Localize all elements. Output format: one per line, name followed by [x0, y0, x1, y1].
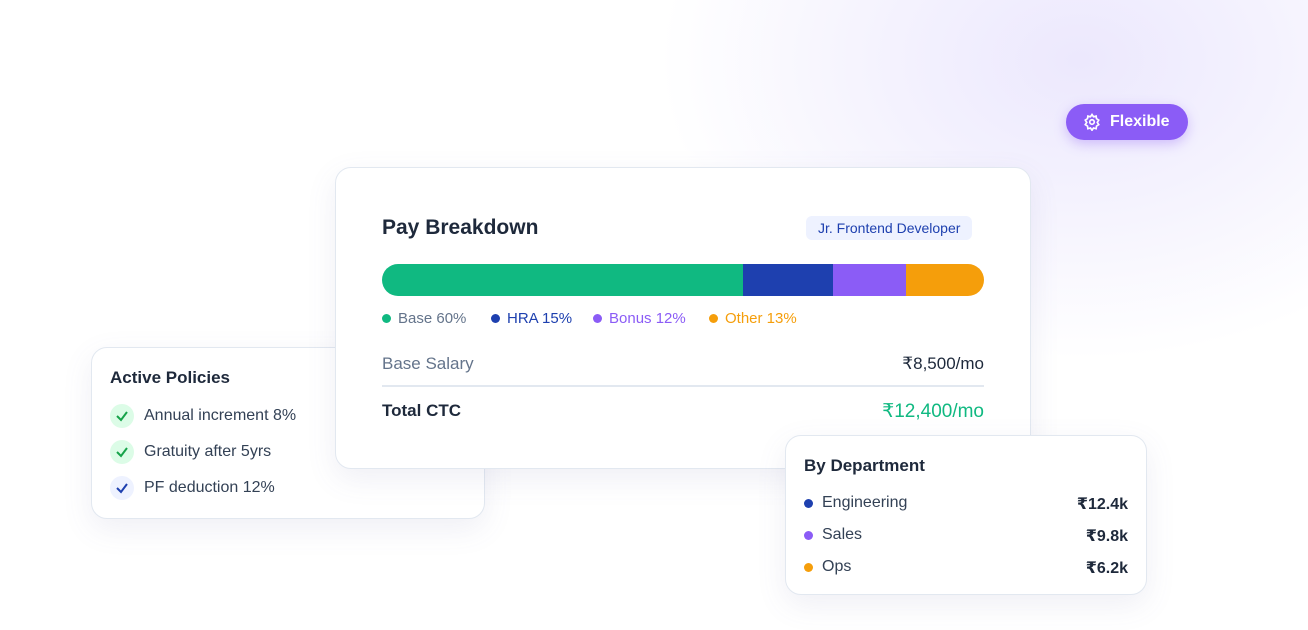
legend-label: Base 60%: [398, 310, 467, 327]
row-value: ₹8,500/mo: [902, 354, 984, 373]
legend-dot: [709, 314, 718, 323]
bar-segment: [382, 264, 744, 296]
department-card: By Department Engineering ₹12.4k Sales ₹9.8…: [785, 435, 1147, 595]
department-dot: [804, 563, 813, 572]
department-title: By Department: [804, 456, 925, 475]
divider: [382, 385, 984, 387]
department-amount: ₹12.4k: [1076, 496, 1128, 513]
gear-icon: [1084, 113, 1100, 131]
stacked-bar: [382, 264, 984, 296]
flexible-badge[interactable]: Flexible: [1066, 104, 1188, 140]
bar-segment: [833, 264, 906, 296]
bar-segment: [905, 264, 984, 296]
check-icon: [110, 404, 134, 428]
legend-item: Bonus 12%: [593, 310, 686, 327]
legend-item: Other 13%: [709, 310, 797, 327]
pay-title: Pay Breakdown: [382, 216, 539, 239]
department-name: Ops: [822, 558, 852, 575]
pay-card: Pay Breakdown Jr. Frontend Developer Bas…: [335, 167, 1031, 469]
legend-label: Bonus 12%: [609, 310, 686, 327]
policy-item: Annual increment 8%: [144, 407, 297, 424]
policies-title: Active Policies: [110, 368, 231, 387]
legend-dot: [593, 314, 602, 323]
row-label: Total CTC: [382, 401, 462, 420]
check-icon: [110, 440, 134, 464]
check-icon: [110, 476, 134, 500]
badge-text: Flexible: [1110, 113, 1170, 130]
legend-item: Base 60%: [382, 310, 466, 327]
legend-dot: [382, 314, 391, 323]
row-value: ₹12,400/mo: [882, 401, 984, 422]
legend-label: HRA 15%: [507, 310, 573, 327]
role-tag: Jr. Frontend Developer: [806, 216, 973, 240]
department-name: Engineering: [822, 494, 908, 511]
department-dot: [804, 531, 813, 540]
department-amount: ₹6.2k: [1085, 560, 1128, 577]
row-label: Base Salary: [382, 354, 474, 373]
legend-label: Other 13%: [725, 310, 797, 327]
legend-item: HRA 15%: [491, 310, 572, 327]
department-dot: [804, 499, 813, 508]
department-name: Sales: [822, 526, 863, 543]
bar-segment: [743, 264, 834, 296]
legend-dot: [491, 314, 500, 323]
department-amount: ₹9.8k: [1085, 528, 1128, 545]
policy-item: Gratuity after 5yrs: [144, 443, 272, 460]
policy-item: PF deduction 12%: [144, 479, 275, 496]
